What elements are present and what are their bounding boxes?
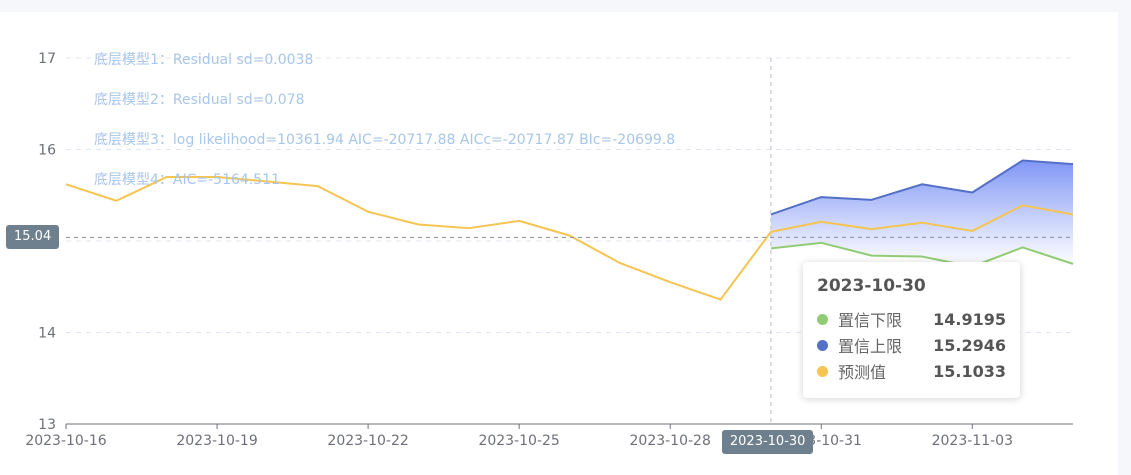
series-line-lower [770, 241, 1074, 268]
model-annotation: 底层模型4：AIC=-5164.511 [94, 172, 280, 188]
legend-dot-icon [817, 365, 828, 377]
tooltip-title: 2023-10-30 [817, 276, 926, 296]
series-line-upper [770, 159, 1074, 216]
tooltip: 2023-10-30 置信下限 14.9195 置信上限 15.2946 预测值 15.1… [803, 262, 1020, 398]
tooltip-series-name: 预测值 [838, 363, 887, 382]
tooltip-series-name: 置信下限 [838, 311, 903, 330]
crosshair-y-label: 15.04 [6, 225, 60, 250]
y-tick-label: 17 [38, 51, 56, 67]
tooltip-series-value: 15.2946 [933, 335, 1006, 355]
tooltip-series-value: 15.1033 [933, 361, 1006, 381]
x-axis: 2023-10-16 2023-10-19 2023-10-22 2023-10-25… [25, 423, 1073, 449]
legend-dot-icon [817, 339, 828, 351]
tooltip-series-value: 14.9195 [933, 309, 1006, 329]
y-tick-label: 14 [38, 326, 56, 342]
confidence-band-area [770, 160, 1073, 267]
crosshair-x-label: 2023-10-30 [721, 430, 814, 454]
x-tick-label: 2023-10-22 [327, 433, 408, 449]
crosshair [66, 58, 1073, 424]
model-annotation: 底层模型3：log likelihood=10361.94 AIC=-20717… [94, 132, 675, 148]
series-lines [65, 159, 1074, 301]
x-tick-label: 2023-10-28 [630, 433, 711, 449]
y-tick-label: 16 [38, 143, 56, 159]
legend-dot-icon [817, 313, 828, 325]
grid-lines [66, 57, 1073, 333]
x-tick-label: 2023-10-16 [25, 433, 106, 449]
model-annotation: 底层模型2：Residual sd=0.078 [94, 92, 304, 108]
model-annotations: 底层模型1：Residual sd=0.0038 底层模型2：Residual s… [94, 52, 675, 188]
y-tick-label: 13 [38, 417, 56, 433]
model-annotation: 底层模型1：Residual sd=0.0038 [94, 52, 313, 68]
tooltip-row: 预测值 15.1033 [817, 358, 1006, 384]
tooltip-row: 置信上限 15.2946 [817, 332, 1006, 358]
series-line-forecast [65, 175, 1074, 301]
tooltip-series-name: 置信上限 [838, 337, 903, 356]
x-tick-label: 2023-10-19 [176, 433, 257, 449]
confidence-band [770, 160, 1073, 267]
x-tick-label: 2023-11-03 [932, 433, 1013, 449]
x-tick-label: 2023-10-25 [478, 433, 559, 449]
tooltip-row: 置信下限 14.9195 [817, 306, 1006, 332]
